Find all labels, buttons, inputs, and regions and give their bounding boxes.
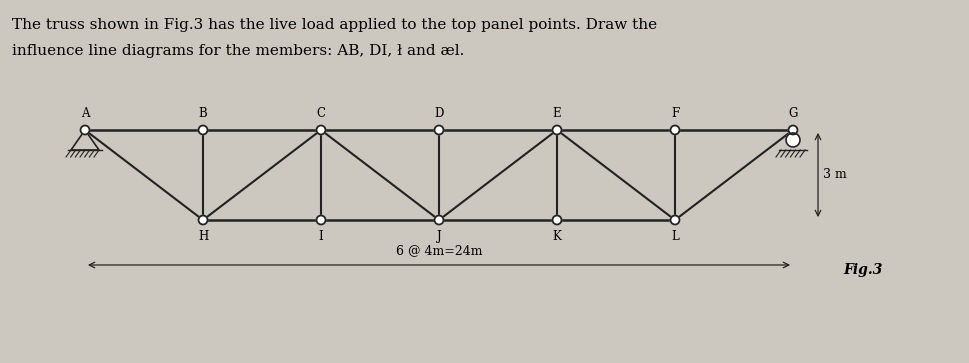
- Text: D: D: [434, 107, 443, 120]
- Text: A: A: [80, 107, 89, 120]
- Text: H: H: [198, 230, 208, 243]
- Circle shape: [80, 126, 89, 135]
- Text: 3 m: 3 m: [822, 168, 846, 182]
- Circle shape: [788, 126, 797, 135]
- Circle shape: [316, 126, 326, 135]
- Circle shape: [199, 216, 207, 224]
- Text: E: E: [552, 107, 561, 120]
- Circle shape: [670, 126, 679, 135]
- Text: J: J: [436, 230, 441, 243]
- Text: influence line diagrams for the members: AB, DI, ł and æl.: influence line diagrams for the members:…: [12, 44, 464, 58]
- Text: The truss shown in Fig.3 has the live load applied to the top panel points. Draw: The truss shown in Fig.3 has the live lo…: [12, 18, 656, 32]
- Text: C: C: [316, 107, 326, 120]
- Text: K: K: [552, 230, 561, 243]
- Circle shape: [316, 216, 326, 224]
- Circle shape: [552, 126, 561, 135]
- Circle shape: [552, 216, 561, 224]
- Text: 6 @ 4m=24m: 6 @ 4m=24m: [395, 244, 482, 257]
- Circle shape: [434, 216, 443, 224]
- Text: B: B: [199, 107, 207, 120]
- Circle shape: [670, 216, 679, 224]
- Text: I: I: [318, 230, 323, 243]
- Circle shape: [199, 126, 207, 135]
- Text: L: L: [671, 230, 678, 243]
- Circle shape: [785, 133, 799, 147]
- Text: F: F: [671, 107, 678, 120]
- Text: Fig.3: Fig.3: [842, 263, 882, 277]
- Circle shape: [434, 126, 443, 135]
- Text: G: G: [788, 107, 797, 120]
